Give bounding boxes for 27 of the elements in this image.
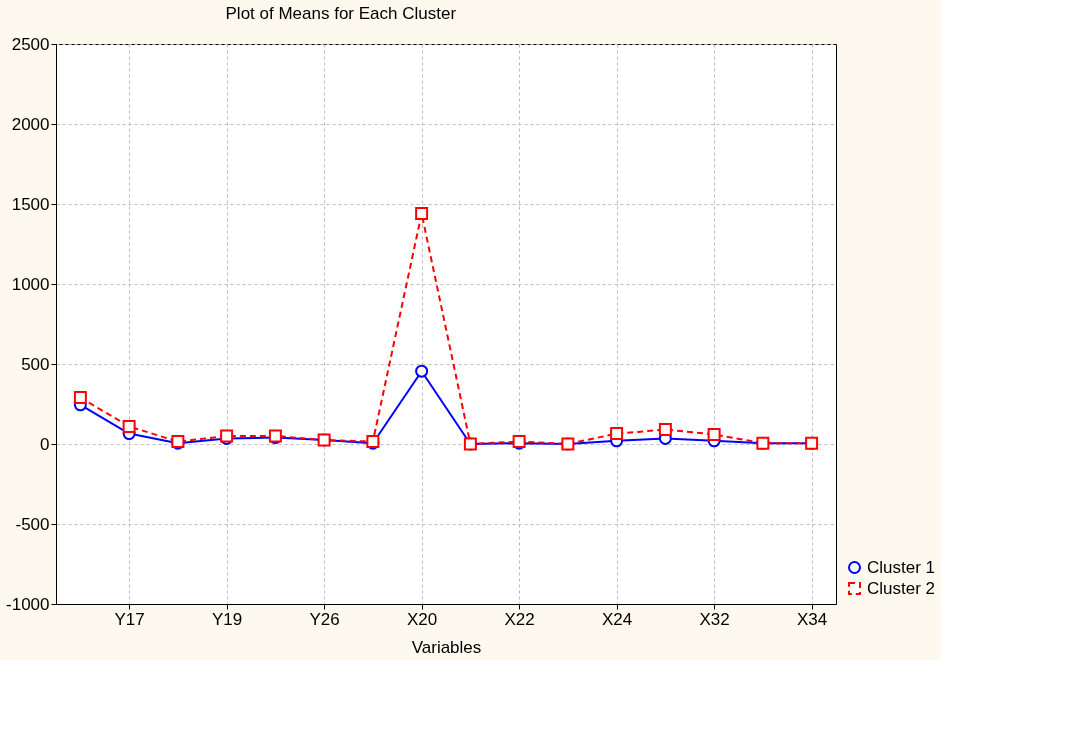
legend-label: Cluster 1 — [867, 557, 936, 577]
x-tick-label: X32 — [699, 609, 730, 629]
x-tick-label: X22 — [504, 609, 535, 629]
x-tick-label: Y17 — [114, 609, 145, 629]
y-tick-label: 500 — [21, 354, 50, 374]
y-tick-label: -1000 — [6, 594, 50, 614]
chart-title: Plot of Means for Each Cluster — [225, 4, 457, 23]
point — [415, 207, 429, 221]
point — [707, 427, 721, 441]
x-tick-label: X20 — [407, 609, 438, 629]
x-tick-label: Y26 — [309, 609, 340, 629]
x-axis-title: Variables — [411, 637, 482, 657]
point — [415, 364, 429, 378]
x-tick-label: X34 — [797, 609, 828, 629]
y-tick-label: -500 — [15, 514, 50, 534]
x-tick-label: X24 — [602, 609, 633, 629]
point — [122, 419, 136, 433]
point — [658, 423, 672, 437]
y-tick-label: 2000 — [11, 114, 50, 134]
y-tick-label: 1000 — [11, 274, 50, 294]
legend-label: Cluster 2 — [867, 578, 936, 598]
point — [73, 391, 87, 405]
y-tick-label: 2500 — [11, 34, 50, 54]
y-tick-label: 0 — [40, 434, 50, 454]
x-tick-label: Y19 — [212, 609, 243, 629]
y-tick-label: 1500 — [11, 194, 50, 214]
point — [610, 427, 624, 441]
